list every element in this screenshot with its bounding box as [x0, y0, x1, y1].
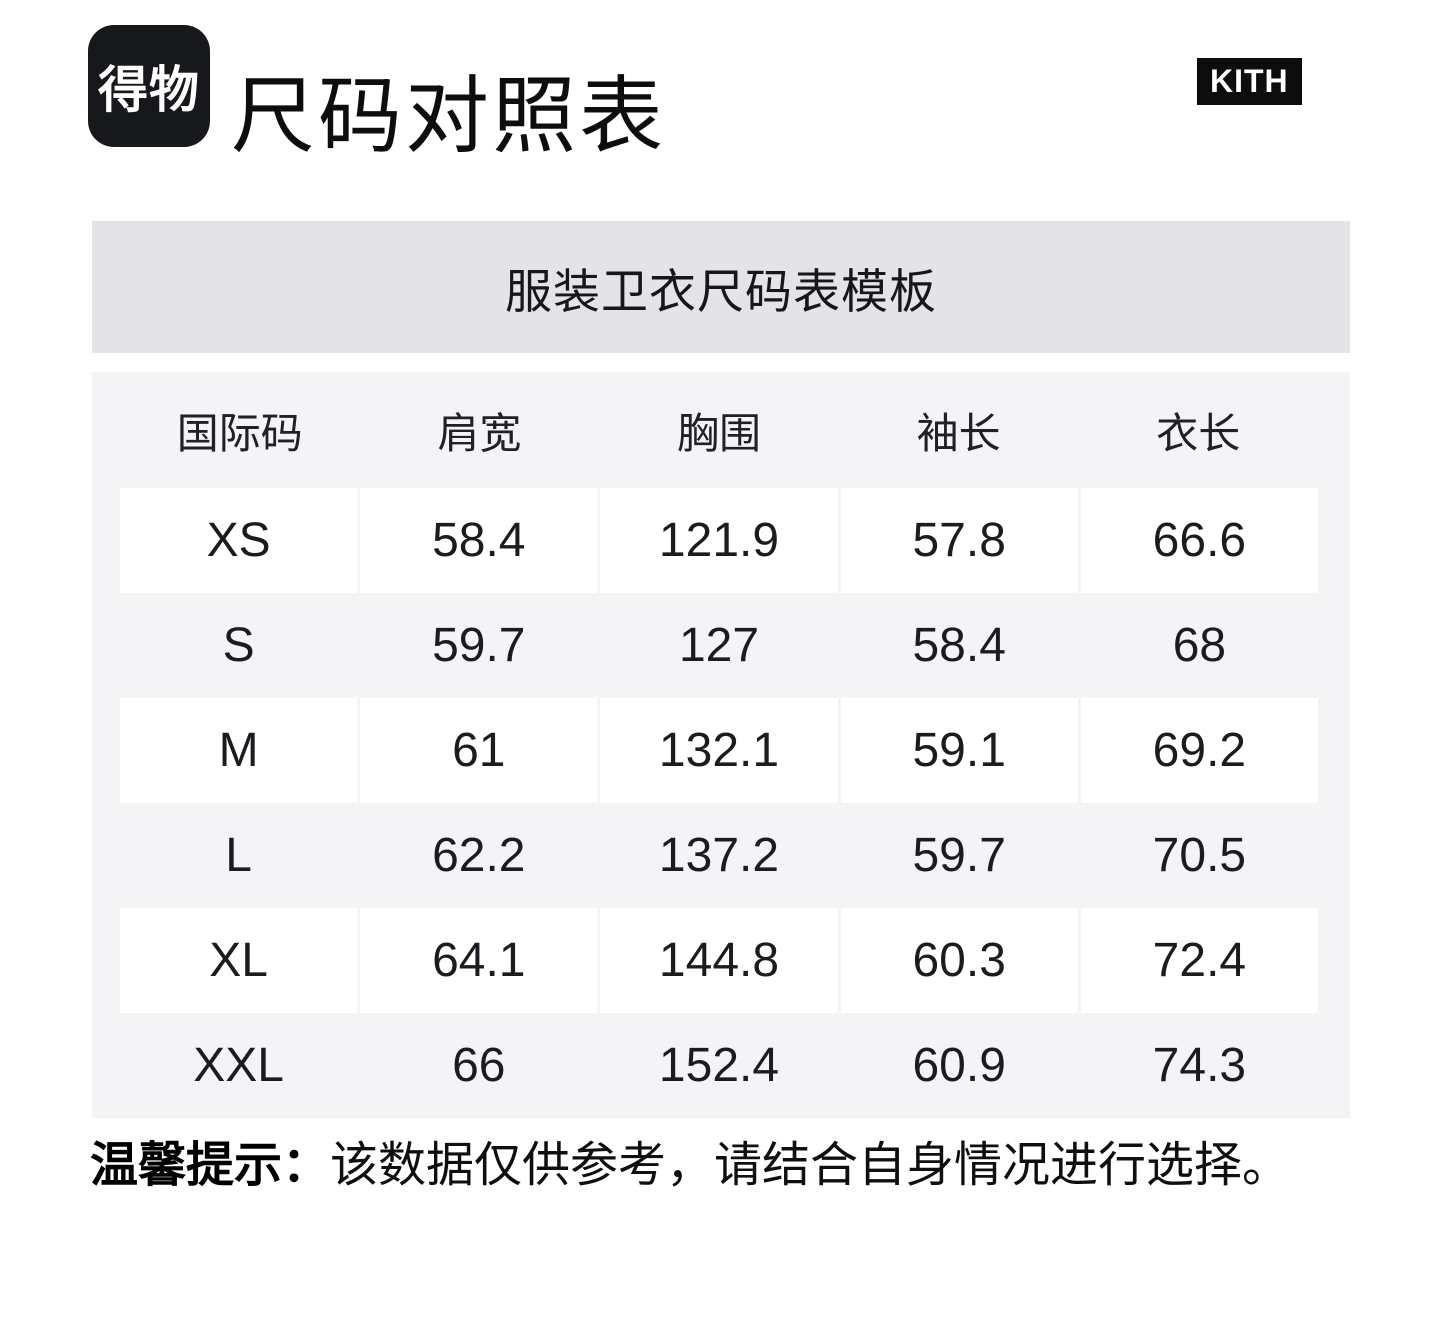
chest-value: 121.9 — [600, 488, 838, 593]
size-table-header-row: 国际码 肩宽 胸围 袖长 衣长 — [120, 372, 1318, 488]
shoulder-value: 58.4 — [360, 488, 598, 593]
chest-value: 132.1 — [600, 698, 838, 803]
column-header-sleeve-length: 袖长 — [916, 409, 1001, 457]
table-row-xs: XS 58.4 121.9 57.8 66.6 — [120, 488, 1318, 593]
table-row-xl: XL 64.1 144.8 60.3 72.4 — [120, 908, 1318, 1013]
size-label: M — [120, 698, 358, 803]
size-label: XS — [120, 488, 358, 593]
shoulder-value: 59.7 — [432, 619, 526, 672]
dewu-logo: 得物 — [88, 25, 210, 147]
shoulder-value: 66 — [452, 1039, 506, 1092]
column-header-international-size: 国际码 — [176, 409, 303, 457]
length-value: 74.3 — [1152, 1039, 1247, 1092]
chest-value: 152.4 — [658, 1039, 780, 1092]
sleeve-value: 60.3 — [840, 908, 1078, 1013]
chest-value: 137.2 — [658, 829, 780, 882]
column-header-shoulder-width: 肩宽 — [437, 409, 522, 457]
footer-notice: 温馨提示：该数据仅供参考，请结合自身情况进行选择。 — [90, 1140, 1290, 1192]
length-value: 70.5 — [1152, 829, 1247, 882]
kith-brand-logo-text: KITH — [1210, 63, 1289, 99]
sleeve-value: 59.1 — [840, 698, 1078, 803]
table-row-s: S 59.7 127 58.4 68 — [120, 593, 1318, 698]
banner-title: 服装卫衣尺码表模板 — [505, 264, 937, 318]
size-label: L — [225, 829, 252, 882]
page-title: 尺码对照表 — [231, 69, 667, 163]
sleeve-value: 59.7 — [912, 829, 1006, 882]
size-label: S — [222, 619, 255, 672]
kith-brand-logo: KITH — [1197, 58, 1302, 105]
size-chart-template-banner: 服装卫衣尺码表模板 — [92, 221, 1350, 353]
dewu-logo-text: 得物 — [98, 62, 200, 118]
size-table: 国际码 肩宽 胸围 袖长 衣长 XS 58.4 121.9 57.8 66.6 … — [92, 372, 1350, 1118]
shoulder-value: 64.1 — [360, 908, 598, 1013]
length-value: 66.6 — [1080, 488, 1318, 593]
table-row-l: L 62.2 137.2 59.7 70.5 — [120, 803, 1318, 908]
length-value: 69.2 — [1080, 698, 1318, 803]
table-row-xxl: XXL 66 152.4 60.9 74.3 — [120, 1013, 1318, 1118]
column-header-garment-length: 衣长 — [1156, 409, 1241, 457]
sleeve-value: 57.8 — [840, 488, 1078, 593]
length-value: 72.4 — [1080, 908, 1318, 1013]
shoulder-value: 61 — [360, 698, 598, 803]
shoulder-value: 62.2 — [432, 829, 526, 882]
sleeve-value: 58.4 — [912, 619, 1006, 672]
chest-value: 127 — [678, 619, 760, 672]
footer-notice-text: 该数据仅供参考，请结合自身情况进行选择。 — [330, 1139, 1291, 1192]
size-label: XL — [120, 908, 358, 1013]
chest-value: 144.8 — [600, 908, 838, 1013]
length-value: 68 — [1172, 619, 1227, 672]
table-row-m: M 61 132.1 59.1 69.2 — [120, 698, 1318, 803]
size-label: XXL — [193, 1039, 284, 1092]
footer-notice-label: 温馨提示： — [90, 1139, 331, 1192]
sleeve-value: 60.9 — [912, 1039, 1006, 1092]
column-header-chest: 胸围 — [676, 409, 761, 457]
